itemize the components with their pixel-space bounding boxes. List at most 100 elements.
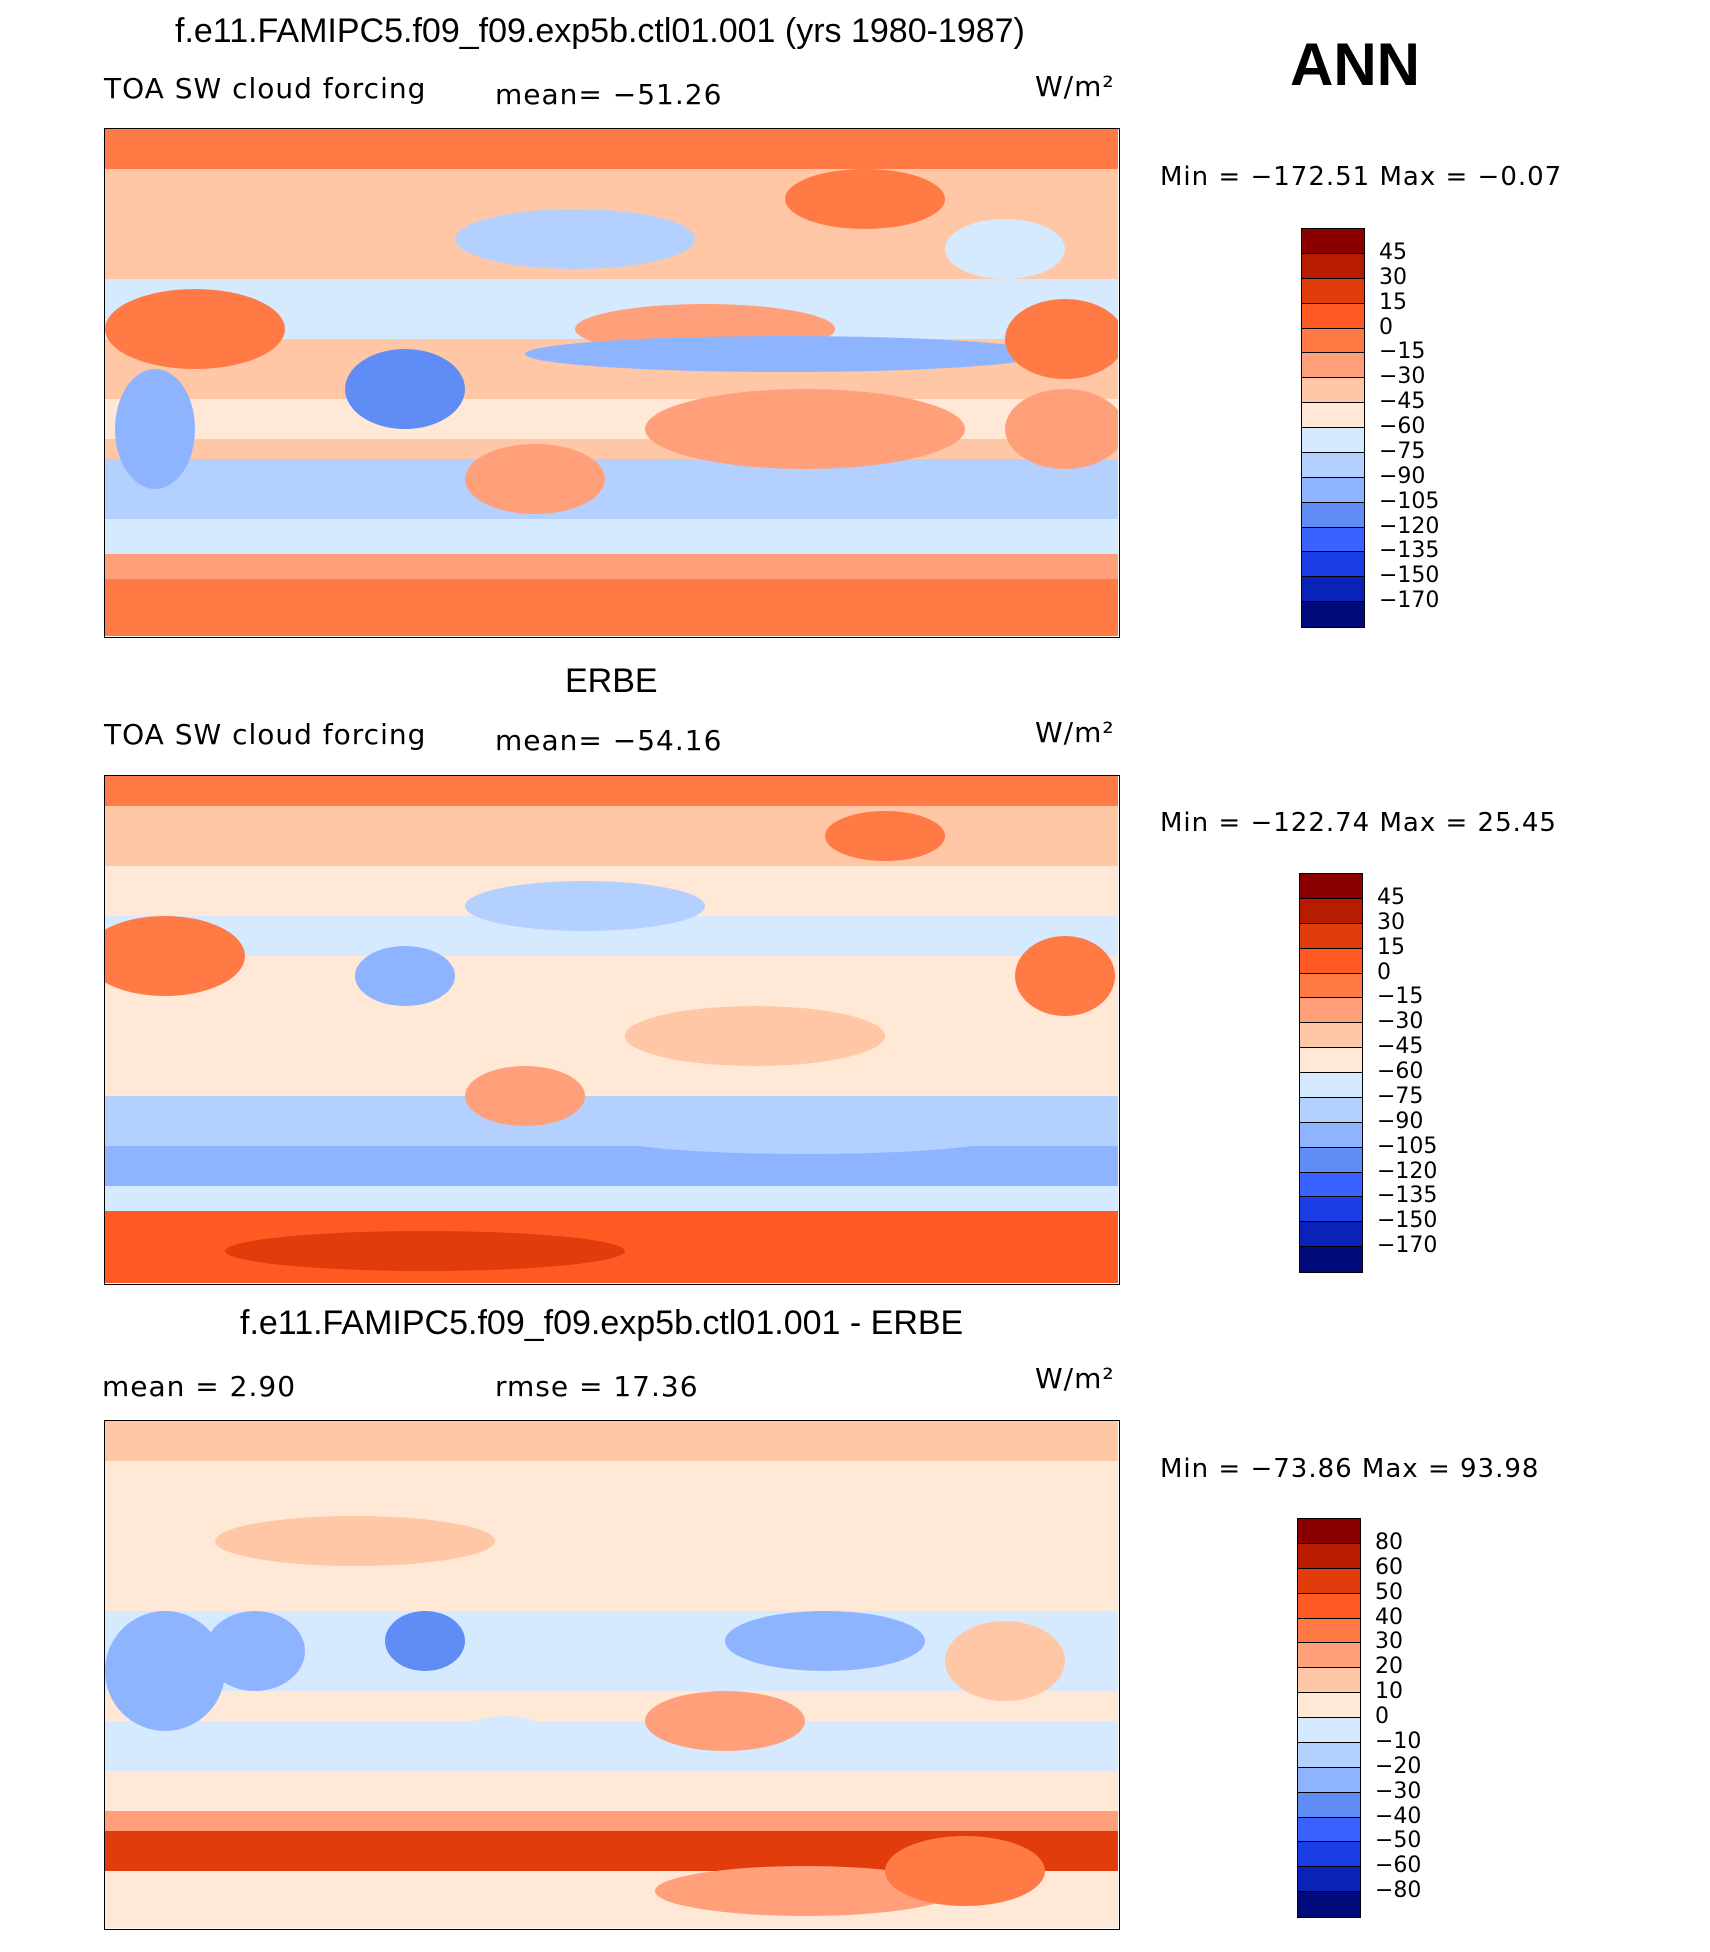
colorbar-swatch xyxy=(1298,1842,1360,1868)
colorbar-tick-label: −135 xyxy=(1377,1183,1438,1209)
panel-2-minmax: Min = −122.74 Max = 25.45 xyxy=(1160,808,1557,838)
colorbar-swatch xyxy=(1298,1519,1360,1544)
colorbar-tick-label: −15 xyxy=(1377,984,1424,1010)
colorbar-swatch xyxy=(1298,1718,1360,1743)
colorbar-swatch xyxy=(1302,328,1364,354)
colorbar-swatch xyxy=(1298,1593,1360,1619)
colorbar-tick-label: −75 xyxy=(1379,438,1426,464)
colorbar-tick-label: −170 xyxy=(1379,588,1440,614)
colorbar-tick-label: −120 xyxy=(1379,513,1440,539)
colorbar-swatch xyxy=(1298,1792,1360,1818)
colorbar-tick-label: −40 xyxy=(1375,1803,1422,1829)
colorbar-swatch xyxy=(1298,1767,1360,1793)
colorbar-tick-label: −50 xyxy=(1375,1828,1422,1854)
colorbar-swatch xyxy=(1300,923,1362,949)
colorbar-tick-label: −135 xyxy=(1379,538,1440,564)
colorbar-tick-label: 15 xyxy=(1379,289,1407,315)
colorbar-tick-label: 0 xyxy=(1377,959,1391,985)
panel-1-title: f.e11.FAMIPC5.f09_f09.exp5b.ctl01.001 (y… xyxy=(175,12,1025,50)
colorbar-tick-label: 30 xyxy=(1377,909,1405,935)
panel-2-mean: mean= −54.16 xyxy=(495,724,723,757)
colorbar-swatch xyxy=(1298,1892,1360,1917)
colorbar-swatch xyxy=(1298,1742,1360,1768)
colorbar-swatch xyxy=(1302,253,1364,279)
panel-1-colorbar xyxy=(1301,228,1365,628)
colorbar-swatch xyxy=(1300,1097,1362,1123)
colorbar-swatch xyxy=(1302,428,1364,453)
colorbar-tick-label: −45 xyxy=(1377,1034,1424,1060)
colorbar-swatch xyxy=(1298,1693,1360,1718)
colorbar-tick-label: −120 xyxy=(1377,1158,1438,1184)
colorbar-tick-label: 80 xyxy=(1375,1529,1403,1555)
panel-3-rmse: rmse = 17.36 xyxy=(495,1370,699,1403)
colorbar-swatch xyxy=(1302,527,1364,553)
colorbar-swatch xyxy=(1298,1568,1360,1594)
colorbar-tick-label: −20 xyxy=(1375,1753,1422,1779)
colorbar-tick-label: −80 xyxy=(1375,1878,1422,1904)
colorbar-tick-label: −60 xyxy=(1377,1059,1424,1084)
colorbar-tick-label: 20 xyxy=(1375,1654,1403,1680)
panel-3-units: W/m² xyxy=(1035,1362,1115,1395)
colorbar-tick-label: −60 xyxy=(1375,1853,1422,1879)
colorbar-tick-label: 30 xyxy=(1379,264,1407,290)
panel-1-variable: TOA SW cloud forcing xyxy=(104,72,427,105)
colorbar-tick-label: −60 xyxy=(1379,414,1426,439)
colorbar-swatch xyxy=(1300,1147,1362,1173)
colorbar-tick-label: 50 xyxy=(1375,1579,1403,1605)
colorbar-swatch xyxy=(1302,477,1364,503)
colorbar-tick-label: 60 xyxy=(1375,1554,1403,1580)
colorbar-tick-label: 15 xyxy=(1377,934,1405,960)
colorbar-tick-label: −90 xyxy=(1379,463,1426,489)
colorbar-tick-label: −170 xyxy=(1377,1233,1438,1259)
colorbar-swatch xyxy=(1300,1197,1362,1223)
panel-2-map xyxy=(104,775,1120,1285)
colorbar-tick-label: −75 xyxy=(1377,1083,1424,1109)
colorbar-tick-label: −30 xyxy=(1377,1009,1424,1035)
colorbar-swatch xyxy=(1298,1643,1360,1669)
colorbar-swatch xyxy=(1300,1048,1362,1073)
colorbar-swatch xyxy=(1298,1668,1360,1694)
colorbar-swatch xyxy=(1300,1023,1362,1049)
colorbar-tick-label: 30 xyxy=(1375,1629,1403,1655)
colorbar-swatch xyxy=(1298,1543,1360,1569)
panel-3-mean: mean = 2.90 xyxy=(102,1370,297,1403)
colorbar-swatch xyxy=(1300,1172,1362,1198)
colorbar-swatch xyxy=(1298,1867,1360,1893)
colorbar-swatch xyxy=(1300,1122,1362,1148)
colorbar-swatch xyxy=(1300,1073,1362,1098)
colorbar-tick-label: −90 xyxy=(1377,1108,1424,1134)
panel-1-minmax: Min = −172.51 Max = −0.07 xyxy=(1160,162,1563,192)
colorbar-tick-label: −105 xyxy=(1379,488,1440,514)
colorbar-tick-label: −30 xyxy=(1375,1778,1422,1804)
colorbar-tick-label: 0 xyxy=(1375,1704,1389,1729)
colorbar-swatch xyxy=(1298,1618,1360,1644)
colorbar-tick-label: −150 xyxy=(1377,1208,1438,1234)
panel-2-colorbar xyxy=(1299,873,1363,1273)
colorbar-swatch xyxy=(1300,874,1362,899)
colorbar-swatch xyxy=(1302,378,1364,404)
colorbar-swatch xyxy=(1300,948,1362,974)
panel-3-minmax: Min = −73.86 Max = 93.98 xyxy=(1160,1454,1540,1484)
colorbar-swatch xyxy=(1302,403,1364,428)
panel-2-units: W/m² xyxy=(1035,716,1115,749)
colorbar-tick-label: 45 xyxy=(1379,239,1407,265)
colorbar-swatch xyxy=(1302,229,1364,254)
season-label: ANN xyxy=(1290,31,1420,98)
colorbar-swatch xyxy=(1302,303,1364,329)
colorbar-swatch xyxy=(1302,278,1364,304)
panel-3-title: f.e11.FAMIPC5.f09_f09.exp5b.ctl01.001 - … xyxy=(240,1304,964,1342)
colorbar-swatch xyxy=(1302,353,1364,379)
colorbar-tick-label: −30 xyxy=(1379,364,1426,390)
panel-3-map xyxy=(104,1420,1120,1930)
colorbar-swatch xyxy=(1300,898,1362,924)
colorbar-swatch xyxy=(1302,602,1364,627)
colorbar-swatch xyxy=(1302,452,1364,478)
colorbar-tick-label: −150 xyxy=(1379,563,1440,589)
colorbar-tick-label: 10 xyxy=(1375,1679,1403,1705)
colorbar-tick-label: 40 xyxy=(1375,1604,1403,1630)
colorbar-swatch xyxy=(1298,1817,1360,1843)
colorbar-tick-label: −45 xyxy=(1379,389,1426,415)
colorbar-tick-label: −105 xyxy=(1377,1133,1438,1159)
colorbar-swatch xyxy=(1302,502,1364,528)
colorbar-swatch xyxy=(1302,552,1364,578)
